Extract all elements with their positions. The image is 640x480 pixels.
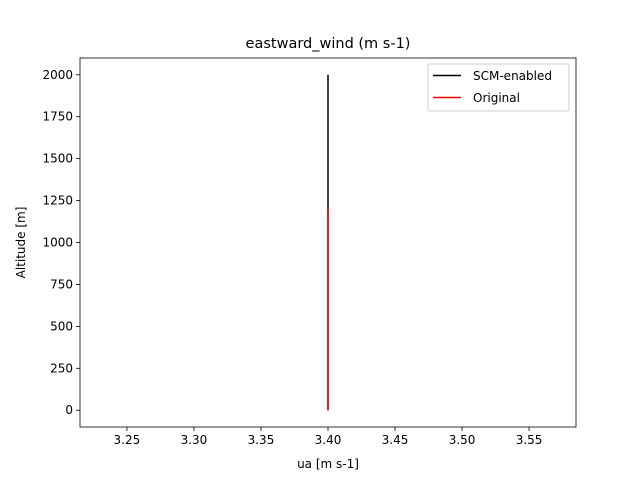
x-tick-label: 3.45 bbox=[382, 433, 409, 447]
legend-box bbox=[427, 63, 570, 112]
y-tick-label: 2000 bbox=[42, 68, 73, 82]
plot-frame bbox=[79, 57, 577, 428]
x-tick-label: 3.55 bbox=[516, 433, 543, 447]
y-tick-label: 0 bbox=[65, 403, 73, 417]
y-tick-label: 1750 bbox=[42, 110, 73, 124]
y-tick-label: 1500 bbox=[42, 152, 73, 166]
chart-title: eastward_wind (m s-1) bbox=[246, 36, 411, 52]
y-axis-label: Altitude [m] bbox=[14, 207, 28, 279]
y-tick-label: 500 bbox=[50, 319, 73, 333]
y-tick-label: 750 bbox=[50, 277, 73, 291]
x-axis: 3.25 3.30 3.35 3.40 3.45 3.50 3.55 bbox=[114, 427, 543, 447]
legend-label-scm-enabled: SCM-enabled bbox=[473, 69, 552, 83]
y-tick-label: 250 bbox=[50, 361, 73, 375]
y-axis: 0 250 500 750 1000 1250 1500 1750 2000 bbox=[42, 68, 80, 417]
y-tick-label: 1000 bbox=[42, 236, 73, 250]
x-tick-label: 3.25 bbox=[114, 433, 141, 447]
y-tick-label: 1250 bbox=[42, 194, 73, 208]
x-tick-label: 3.30 bbox=[181, 433, 208, 447]
x-tick-label: 3.40 bbox=[315, 433, 342, 447]
legend: SCM-enabled Original bbox=[427, 63, 570, 112]
x-tick-label: 3.50 bbox=[449, 433, 476, 447]
x-tick-label: 3.35 bbox=[248, 433, 275, 447]
x-axis-label: ua [m s-1] bbox=[297, 457, 359, 471]
legend-label-original: Original bbox=[473, 91, 520, 105]
